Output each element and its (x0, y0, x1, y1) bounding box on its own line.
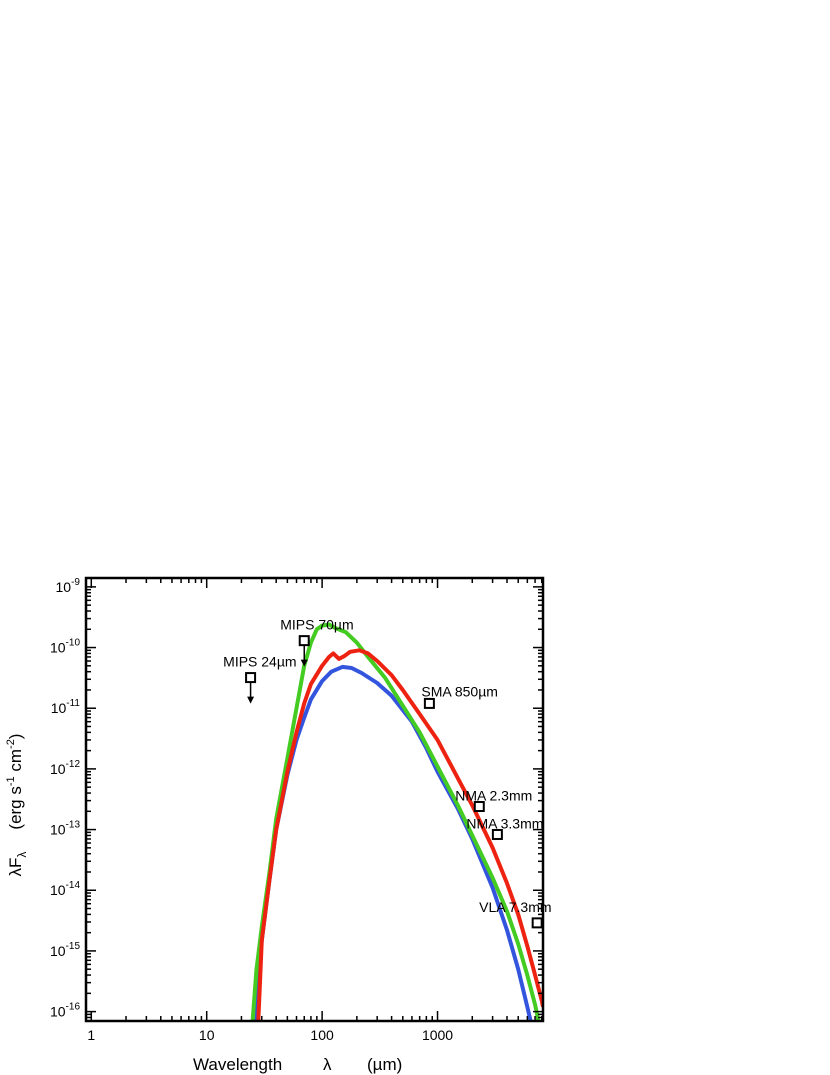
observation-label-0: MIPS 24µm (223, 654, 296, 670)
x-tick-label: 10 (199, 1027, 215, 1043)
observation-marker-2 (423, 697, 435, 709)
y-tick-label-exponent: -14 (66, 880, 81, 891)
y-axis-label: λFλ (erg s-1 cm-2) (5, 734, 29, 877)
plot-frame (84, 576, 545, 1023)
y-tick-label: 10-15 (50, 941, 80, 959)
series-line-2 (256, 648, 543, 1021)
y-tick-label-base: 10 (50, 1004, 66, 1020)
tick-labels: 1 10 100 100010-1610-1510-1410-1310-1210-11… (50, 577, 453, 1043)
y-axis-unit-exp2: -2 (5, 739, 17, 749)
y-tick-label-base: 10 (50, 761, 66, 777)
model-curves (250, 622, 543, 1021)
y-axis-quantity: λF (6, 858, 25, 877)
observation-label-4: NMA 3.3mm (466, 815, 543, 831)
observations: MIPS 24µm MIPS 70µm SMA 850µm NMA 2.3mm NMA … (223, 617, 552, 929)
y-tick-label-exponent: -15 (66, 941, 81, 952)
x-axis-label: Wavelength (193, 1055, 282, 1074)
y-tick-label: 10-11 (51, 698, 81, 716)
y-tick-label: 10-14 (50, 880, 80, 898)
observation-marker-4 (491, 828, 503, 840)
y-tick-label-exponent: -9 (71, 577, 80, 588)
y-axis-unit-c: ) (6, 734, 25, 740)
x-axis-unit: (µm) (367, 1055, 402, 1074)
y-tick-label-base: 10 (50, 882, 66, 898)
y-tick-label-exponent: -11 (66, 698, 80, 709)
y-axis-unit-b: cm (6, 749, 25, 776)
x-tick-label: 1000 (422, 1027, 453, 1043)
axis-labels: Wavelength λ (µm) λFλ(erg s-1 cm-2) (5, 734, 402, 1074)
upper-limit-arrowhead-0 (247, 696, 255, 704)
observation-label-1: MIPS 70µm (280, 617, 353, 633)
axes-frame (84, 576, 545, 1023)
y-tick-label-exponent: -16 (66, 1002, 81, 1013)
y-tick-label-base: 10 (50, 943, 66, 959)
y-axis-label-group: λFλ (erg s-1 cm-2) (5, 734, 29, 877)
y-tick-label-exponent: -10 (66, 638, 81, 649)
y-axis-unit-a: (erg s (6, 786, 25, 829)
upper-limit-arrowhead-1 (300, 659, 308, 667)
y-tick-label-base: 10 (50, 640, 66, 656)
observation-label-2: SMA 850µm (421, 683, 498, 699)
y-tick-label-base: 10 (56, 579, 72, 595)
observation-marker-1 (298, 635, 310, 647)
observation-marker-3 (473, 801, 485, 813)
series-line-1 (250, 622, 541, 1021)
y-tick-label: 10-9 (56, 577, 81, 595)
y-tick-label-exponent: -12 (66, 759, 81, 770)
y-tick-label: 10-13 (50, 820, 80, 838)
y-axis-unit-exp1: -1 (5, 776, 17, 786)
x-tick-label: 100 (310, 1027, 334, 1043)
observation-marker-0 (245, 672, 257, 684)
y-tick-label-base: 10 (50, 822, 66, 838)
x-tick-label: 1 (87, 1027, 95, 1043)
y-tick-label-base: 10 (51, 700, 67, 716)
observation-marker-5 (531, 917, 543, 929)
observation-label-3: NMA 2.3mm (455, 788, 532, 804)
y-tick-label: 10-12 (50, 759, 80, 777)
x-axis-symbol: λ (323, 1055, 332, 1074)
y-tick-label: 10-10 (50, 638, 80, 656)
y-tick-label: 10-16 (50, 1002, 80, 1020)
y-tick-label-exponent: -13 (66, 820, 81, 831)
y-axis-subscript: λ (15, 852, 29, 858)
observation-label-5: VLA 7.3mm (479, 899, 551, 915)
